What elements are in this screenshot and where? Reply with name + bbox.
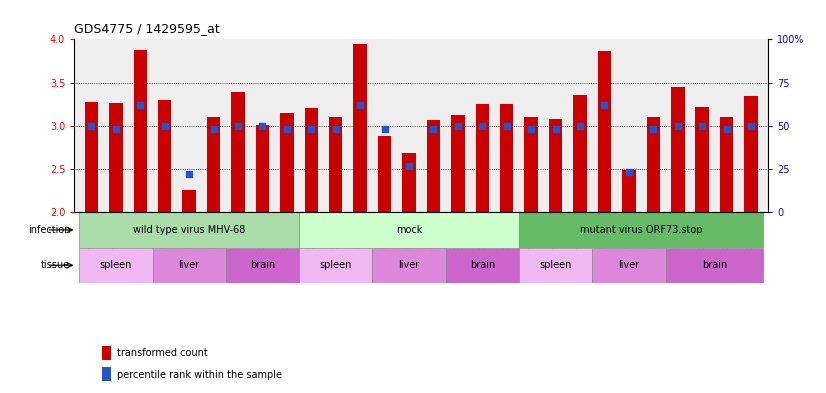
- Point: [134, 102, 147, 108]
- Text: brain: brain: [249, 260, 275, 270]
- Bar: [109, 103, 122, 212]
- Bar: [500, 104, 514, 212]
- Text: mock: mock: [396, 225, 422, 235]
- Text: percentile rank within the sample: percentile rank within the sample: [117, 369, 282, 380]
- Bar: [153, 248, 225, 283]
- Text: liver: liver: [398, 260, 420, 270]
- Bar: [231, 92, 244, 212]
- Text: brain: brain: [702, 260, 727, 270]
- Bar: [329, 117, 343, 212]
- Bar: [299, 248, 373, 283]
- Bar: [79, 248, 153, 283]
- Point: [305, 126, 318, 132]
- Bar: [666, 248, 763, 283]
- Bar: [206, 117, 221, 212]
- Bar: [446, 248, 519, 283]
- Bar: [85, 103, 98, 212]
- Bar: [102, 367, 112, 381]
- Bar: [102, 346, 112, 360]
- Point: [378, 126, 392, 132]
- Bar: [427, 120, 440, 212]
- Bar: [720, 117, 733, 212]
- Point: [354, 102, 367, 108]
- Bar: [305, 108, 318, 212]
- Bar: [671, 87, 685, 212]
- Bar: [256, 125, 269, 212]
- Point: [207, 126, 221, 132]
- Bar: [378, 136, 392, 212]
- Point: [573, 123, 586, 129]
- Text: liver: liver: [178, 260, 200, 270]
- Point: [695, 123, 709, 129]
- Bar: [354, 44, 367, 212]
- Bar: [402, 153, 415, 212]
- Point: [158, 123, 171, 129]
- Point: [720, 126, 733, 132]
- Bar: [451, 114, 465, 212]
- Point: [402, 162, 415, 169]
- Point: [231, 123, 244, 129]
- Point: [549, 126, 563, 132]
- Text: infection: infection: [28, 225, 70, 235]
- Point: [280, 126, 293, 132]
- Point: [256, 123, 269, 129]
- Bar: [519, 248, 592, 283]
- Bar: [744, 96, 757, 212]
- Point: [427, 126, 440, 132]
- Text: tissue: tissue: [41, 260, 70, 270]
- Bar: [695, 107, 709, 212]
- Point: [744, 123, 757, 129]
- Bar: [373, 248, 446, 283]
- Point: [476, 123, 489, 129]
- Bar: [549, 119, 563, 212]
- Point: [647, 126, 660, 132]
- Bar: [158, 100, 172, 212]
- Bar: [183, 190, 196, 212]
- Point: [672, 123, 685, 129]
- Point: [622, 169, 635, 176]
- Point: [501, 123, 514, 129]
- Text: spleen: spleen: [100, 260, 132, 270]
- Text: GDS4775 / 1429595_at: GDS4775 / 1429595_at: [74, 22, 220, 35]
- Bar: [592, 248, 666, 283]
- Text: wild type virus MHV-68: wild type virus MHV-68: [133, 225, 245, 235]
- Bar: [519, 212, 763, 248]
- Bar: [598, 51, 611, 212]
- Bar: [79, 212, 299, 248]
- Bar: [647, 117, 660, 212]
- Bar: [525, 117, 538, 212]
- Bar: [134, 50, 147, 212]
- Point: [85, 123, 98, 129]
- Text: brain: brain: [470, 260, 495, 270]
- Text: transformed count: transformed count: [117, 348, 208, 358]
- Point: [451, 123, 464, 129]
- Text: spleen: spleen: [320, 260, 352, 270]
- Bar: [622, 170, 636, 212]
- Point: [183, 171, 196, 177]
- Bar: [476, 104, 489, 212]
- Text: liver: liver: [619, 260, 639, 270]
- Point: [329, 126, 342, 132]
- Bar: [225, 248, 299, 283]
- Text: mutant virus ORF73.stop: mutant virus ORF73.stop: [580, 225, 702, 235]
- Point: [525, 126, 538, 132]
- Text: spleen: spleen: [539, 260, 572, 270]
- Bar: [280, 113, 293, 212]
- Point: [598, 102, 611, 108]
- Point: [109, 126, 122, 132]
- Bar: [299, 212, 519, 248]
- Bar: [573, 95, 586, 212]
